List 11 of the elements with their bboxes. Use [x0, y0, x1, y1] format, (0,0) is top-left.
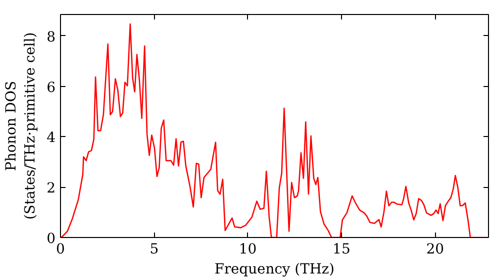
x-tick-label: 20: [426, 242, 444, 258]
x-tick-label: 5: [150, 242, 159, 258]
x-axis-title: Frequency (THz): [214, 262, 335, 278]
y-tick-label: 8: [46, 29, 56, 46]
y-tick-label: 6: [46, 80, 56, 96]
y-tick-label: 4: [46, 130, 56, 146]
y-axis-title: Phonon DOS (States/THz·primitive cell): [3, 32, 39, 220]
y-tick-label: 2: [46, 180, 56, 197]
y-tick-label: 0: [46, 231, 56, 247]
x-tick-label: 10: [238, 242, 257, 258]
x-tick-label: 15: [332, 242, 350, 258]
